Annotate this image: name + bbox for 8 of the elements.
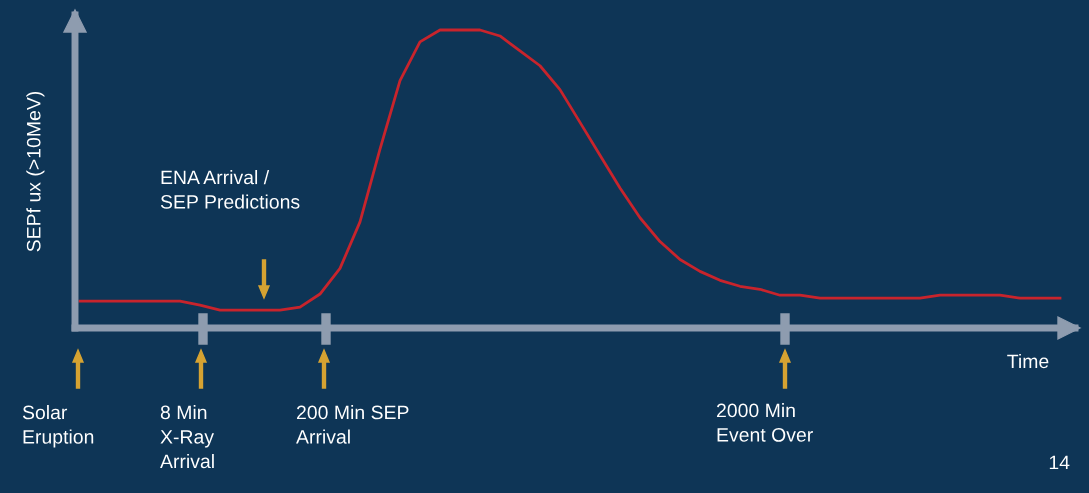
text: Solar Eruption (22, 405, 94, 448)
annotation: ENA Arrival / SEP Predictions (160, 170, 300, 209)
text: 8 Min X-Ray Arrival (160, 405, 214, 469)
text: 200 Min SEP Arrival (296, 405, 409, 444)
x-axis-title: Time (1007, 353, 1049, 369)
text: 2000 Min Event Over (716, 403, 813, 442)
y-axis-title: SEPf ux (>10MeV) (26, 91, 45, 252)
text: 14 (1049, 455, 1070, 470)
